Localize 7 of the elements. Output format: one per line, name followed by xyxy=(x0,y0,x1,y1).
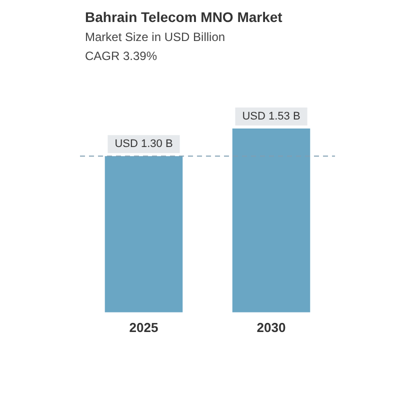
chart-subtitle: Market Size in USD Billion xyxy=(85,30,226,44)
data-label: USD 1.30 B xyxy=(114,138,173,150)
x-tick-label: 2025 xyxy=(129,320,158,335)
chart-title: Bahrain Telecom MNO Market xyxy=(85,9,282,25)
text: CAGR 3.39% xyxy=(85,49,158,63)
data-label: USD 1.53 B xyxy=(242,110,300,122)
x-tick-label: 2030 xyxy=(256,320,286,335)
